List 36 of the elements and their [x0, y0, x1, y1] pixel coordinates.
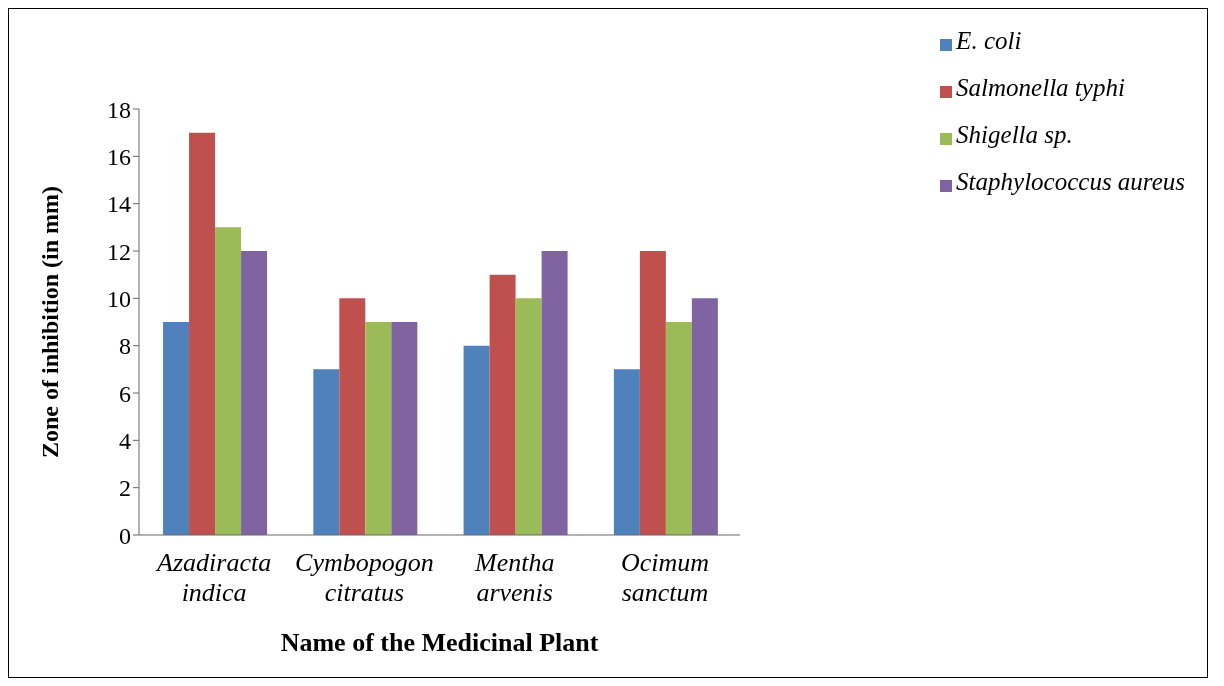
legend-label: Shigella sp.: [956, 121, 1073, 148]
bar: [691, 298, 718, 535]
y-tick-label: 6: [119, 380, 131, 407]
x-tick-label: Ocimum sanctum: [620, 548, 710, 607]
x-axis-title: Name of the Medicinal Plant: [280, 628, 599, 657]
bar: [313, 369, 340, 535]
legend-label: E. coli: [956, 27, 1022, 54]
bar: [639, 251, 666, 535]
x-tick-label: Mentha arvenis: [473, 548, 555, 607]
y-tick-label: 16: [107, 143, 131, 170]
bar: [365, 322, 392, 535]
x-tick-label: Cymbopogon citratus: [295, 548, 434, 607]
y-tick-label: 8: [119, 333, 131, 360]
x-tick-label: Azadiracta indica: [155, 548, 272, 607]
bar: [163, 322, 190, 535]
y-axis-title: Zone of inhibition (in mm): [36, 185, 63, 459]
bar: [665, 322, 692, 535]
legend-label: Staphylococcus aureus: [956, 168, 1185, 195]
bar: [541, 251, 568, 535]
bar: [241, 251, 268, 535]
bar: [215, 227, 242, 535]
bar: [489, 274, 516, 535]
bar: [515, 298, 542, 535]
y-tick-label: 10: [107, 285, 131, 312]
bar: [613, 369, 640, 535]
bar: [391, 322, 418, 535]
bar: [463, 345, 490, 535]
legend-label: Salmonella typhi: [956, 74, 1125, 101]
y-tick-label: 12: [107, 238, 131, 265]
y-tick-label: 14: [107, 191, 131, 218]
y-tick-label: 4: [119, 427, 131, 454]
bar: [339, 298, 366, 535]
y-tick-label: 18: [107, 96, 131, 123]
y-tick-label: 0: [119, 522, 131, 549]
y-tick-label: 2: [119, 475, 131, 502]
bar: [189, 132, 216, 535]
